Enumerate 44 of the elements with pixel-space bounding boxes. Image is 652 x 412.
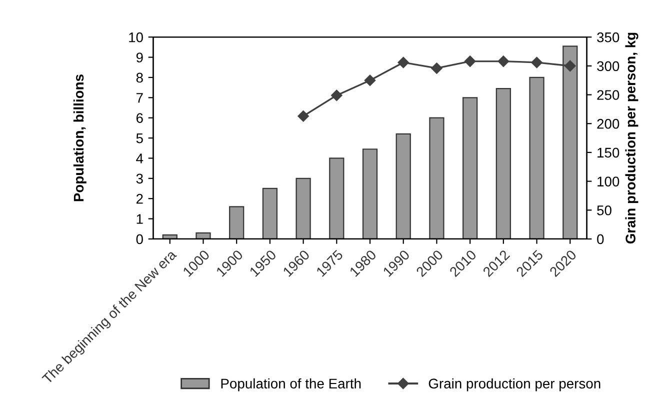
y2-axis-title: Grain production per person, kg xyxy=(625,32,638,244)
y-axis-title: Population, billions xyxy=(73,74,86,202)
point xyxy=(398,56,409,68)
y2-tick-label: 350 xyxy=(597,32,620,42)
y-tick-label: 6 xyxy=(136,113,143,123)
point xyxy=(331,90,342,101)
bar xyxy=(429,117,444,239)
y-tick-label: 1 xyxy=(136,214,143,224)
y-tick-label: 10 xyxy=(129,32,143,42)
bar xyxy=(329,158,344,239)
point xyxy=(298,110,309,122)
bar xyxy=(362,148,378,239)
y-tick-label: 8 xyxy=(136,72,143,83)
bar xyxy=(562,46,578,239)
y2-tick-label: 150 xyxy=(598,148,620,158)
y-tick-label: 5 xyxy=(136,133,143,144)
y2-tick-label: 100 xyxy=(598,176,620,186)
y2-tick-label: 250 xyxy=(597,90,620,100)
legend-label: Population of the Earth xyxy=(221,378,361,392)
y2-tick-label: 200 xyxy=(597,118,620,129)
point xyxy=(531,56,542,68)
bar xyxy=(462,97,478,239)
y-tick-label: 9 xyxy=(136,52,143,62)
y2-tick-label: 300 xyxy=(597,61,620,72)
y-tick-label: 7 xyxy=(136,93,143,103)
point xyxy=(464,56,476,67)
y-tick-label: 2 xyxy=(136,194,143,204)
y-tick-label: 4 xyxy=(136,154,144,164)
bar xyxy=(396,133,411,239)
bar xyxy=(496,88,511,239)
y-tick-label: 0 xyxy=(136,234,143,244)
point xyxy=(564,60,576,72)
y2-tick-label: 0 xyxy=(597,234,604,244)
y-tick-label: 3 xyxy=(136,174,143,184)
bar xyxy=(262,188,278,239)
point xyxy=(498,56,510,67)
point xyxy=(431,62,442,74)
bar xyxy=(529,76,544,239)
bar xyxy=(196,232,211,239)
bar xyxy=(296,178,311,239)
y2-tick-label: 50 xyxy=(597,205,612,216)
bar xyxy=(229,206,244,239)
point xyxy=(364,74,376,86)
legend-label: Grain production per person xyxy=(428,378,600,392)
